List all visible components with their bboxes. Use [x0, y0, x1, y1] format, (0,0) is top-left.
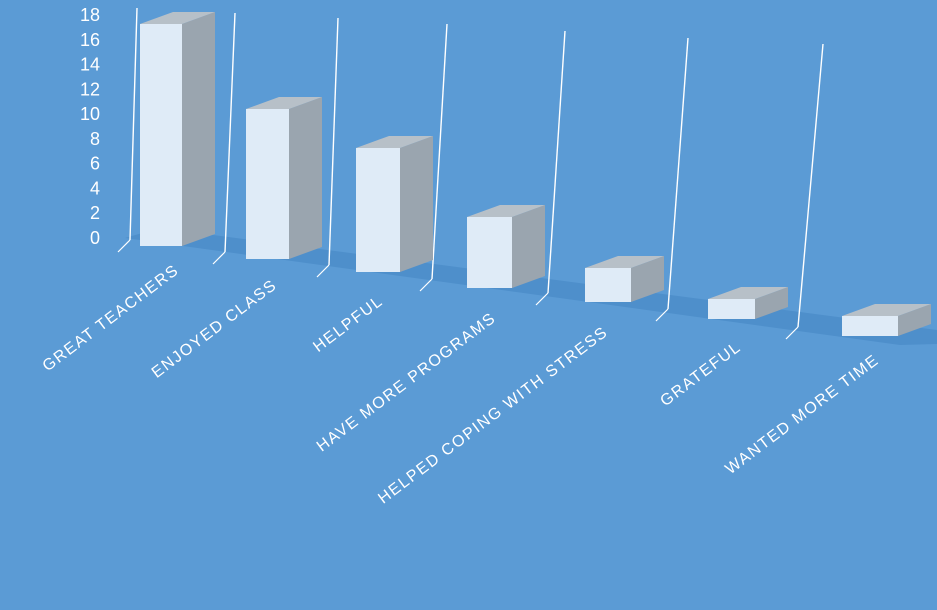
bar-side-face — [289, 97, 322, 259]
bar-2 — [246, 97, 322, 259]
y-tick-label: 2 — [90, 203, 100, 223]
bar-1 — [140, 12, 215, 246]
floor-tick-3 — [316, 264, 330, 278]
floor-tick-1 — [117, 239, 131, 253]
bar-top-face — [585, 256, 664, 268]
bar-front-face — [140, 24, 182, 246]
floor-tick-5 — [535, 292, 549, 306]
floor-tick-2 — [212, 251, 226, 265]
divider-line-1 — [129, 7, 138, 241]
bar-top-face — [708, 287, 788, 299]
divider-line-7 — [797, 43, 824, 328]
floor-tick-6 — [655, 308, 669, 322]
category-dividers — [117, 7, 824, 340]
bar-4 — [467, 205, 545, 288]
divider-line-2 — [224, 12, 236, 253]
x-category-label-7: WANTED MORE TIME — [722, 352, 882, 478]
bar-side-face — [512, 205, 545, 288]
bar-front-face — [467, 217, 512, 288]
bar-6 — [708, 287, 788, 319]
y-tick-label: 0 — [90, 228, 100, 248]
bar-top-face — [467, 205, 545, 217]
divider-line-4 — [431, 23, 448, 280]
floor-tick-7 — [785, 326, 799, 340]
bar-3 — [356, 136, 433, 272]
bar-side-face — [182, 12, 215, 246]
y-tick-label: 14 — [80, 55, 100, 75]
bar-side-face — [755, 287, 788, 319]
bar-7 — [842, 304, 931, 336]
bar-top-face — [842, 304, 931, 316]
x-category-label-6: GRATEFUL — [657, 339, 744, 410]
bars — [140, 12, 931, 336]
y-tick-label: 10 — [80, 104, 100, 124]
divider-line-6 — [667, 37, 689, 310]
bar-front-face — [356, 148, 400, 272]
bar-top-face — [356, 136, 433, 148]
bar-front-face — [842, 316, 898, 336]
y-tick-label: 18 — [80, 5, 100, 25]
y-tick-label: 16 — [80, 30, 100, 50]
bar-side-face — [400, 136, 433, 272]
bar-front-face — [708, 299, 755, 319]
bar-side-face — [631, 256, 664, 302]
divider-line-5 — [547, 30, 566, 294]
divider-line-3 — [328, 17, 339, 266]
floor-tick-4 — [419, 278, 433, 292]
y-tick-label: 4 — [90, 178, 100, 198]
y-tick-label: 8 — [90, 129, 100, 149]
bar-top-face — [140, 12, 215, 24]
bar-front-face — [246, 109, 289, 259]
bar-side-face — [898, 304, 931, 336]
bar-5 — [585, 256, 664, 302]
y-tick-label: 12 — [80, 79, 100, 99]
y-axis-ticks: 0 2 4 6 8 10 12 14 16 18 — [80, 5, 100, 248]
bar-front-face — [585, 268, 631, 302]
x-category-label-2: ENJOYED CLASS — [149, 277, 281, 382]
x-category-label-3: HELPFUL — [310, 293, 386, 356]
y-tick-label: 6 — [90, 154, 100, 174]
x-category-label-5: HELPED COPING WITH STRESS — [375, 324, 611, 508]
bar-top-face — [246, 97, 322, 109]
